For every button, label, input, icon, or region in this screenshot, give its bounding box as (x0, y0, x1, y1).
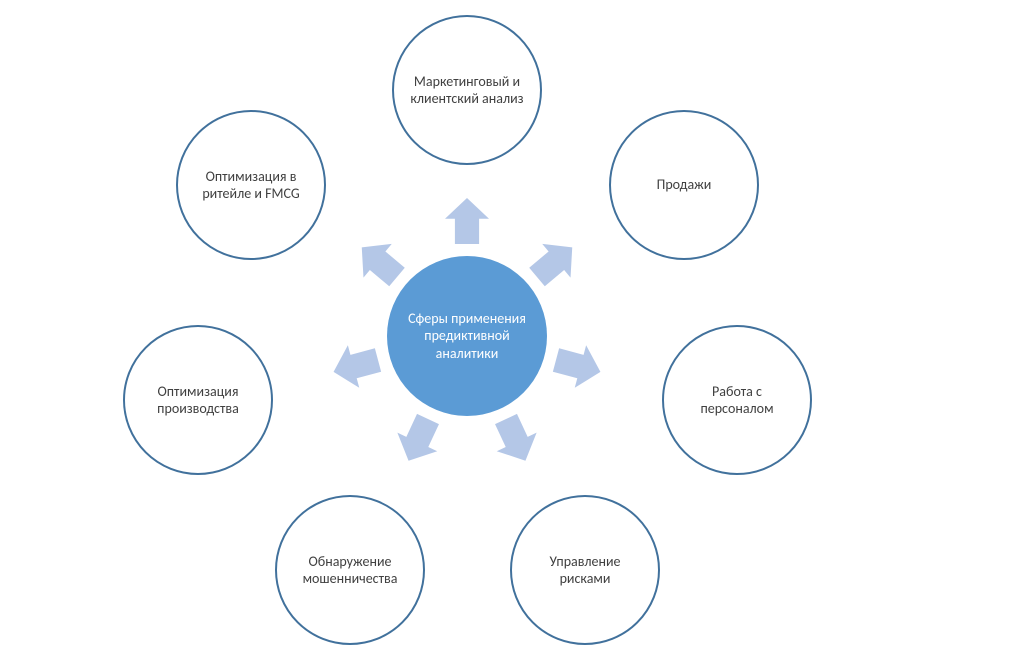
arrow-risk (486, 410, 545, 470)
outer-node-fraud: Обнаружение мошенничества (275, 495, 425, 645)
outer-node-prod: Оптимизация производства (123, 325, 273, 475)
outer-node-sales: Продажи (609, 110, 759, 260)
outer-node-retail: Оптимизация в ритейле и FMCG (176, 110, 326, 260)
arrow-prod (328, 339, 384, 393)
outer-node-label: Оптимизация производства (137, 383, 259, 418)
outer-node-hr: Работа с персоналом (662, 325, 812, 475)
arrow-hr (550, 339, 606, 393)
outer-node-label: Обнаружение мошенничества (289, 553, 411, 588)
outer-node-label: Управление рисками (524, 553, 646, 588)
outer-node-risk: Управление рисками (510, 495, 660, 645)
outer-node-label: Продажи (657, 176, 712, 194)
center-node: Сферы применения предиктивной аналитики (387, 256, 547, 416)
outer-node-label: Оптимизация в ритейле и FMCG (190, 168, 312, 203)
outer-node-label: Маркетинговый и клиентский анализ (406, 73, 528, 108)
outer-node-marketing: Маркетинговый и клиентский анализ (392, 15, 542, 165)
arrow-fraud (389, 410, 448, 470)
radial-diagram: Сферы применения предиктивной аналитики … (0, 0, 1021, 672)
outer-node-label: Работа с персоналом (676, 383, 798, 418)
center-node-label: Сферы применения предиктивной аналитики (397, 310, 537, 363)
arrow-retail (347, 230, 411, 293)
arrow-sales (523, 230, 587, 293)
arrow-marketing (445, 198, 489, 244)
